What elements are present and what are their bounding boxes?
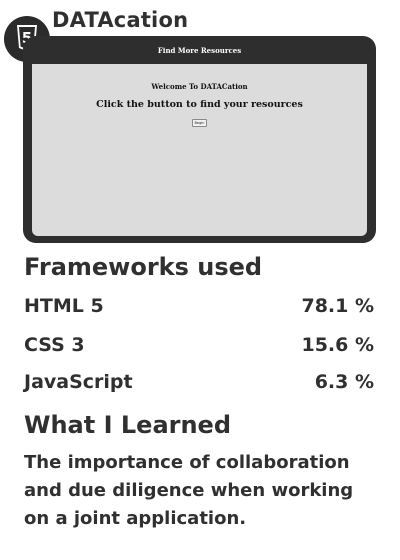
framework-name: HTML 5 xyxy=(24,295,104,317)
preview-header-title: Find More Resources xyxy=(157,45,242,55)
framework-percent: 15.6 % xyxy=(301,334,374,356)
framework-name: JavaScript xyxy=(24,371,133,393)
framework-percent: 78.1 % xyxy=(301,295,374,317)
preview-screen: Welcome To DATACation Click the button t… xyxy=(32,64,367,236)
framework-name: CSS 3 xyxy=(24,334,85,356)
device-frame: Find More Resources Welcome To DATACatio… xyxy=(23,36,376,243)
framework-row: JavaScript 6.3 % xyxy=(24,371,374,393)
begin-button[interactable]: Begin xyxy=(192,119,207,127)
learned-text: The importance of collaboration and due … xyxy=(24,452,354,529)
frameworks-heading: Frameworks used xyxy=(24,253,263,281)
framework-row: CSS 3 15.6 % xyxy=(24,334,374,356)
preview-subtitle: Click the button to find your resources xyxy=(96,99,303,110)
learned-heading: What I Learned xyxy=(24,411,232,439)
app-title: DATAcation xyxy=(52,8,189,32)
framework-percent: 6.3 % xyxy=(314,371,374,393)
preview-welcome-text: Welcome To DATACation xyxy=(151,82,248,91)
preview-header: Find More Resources xyxy=(23,36,376,64)
framework-row: HTML 5 78.1 % xyxy=(24,295,374,317)
